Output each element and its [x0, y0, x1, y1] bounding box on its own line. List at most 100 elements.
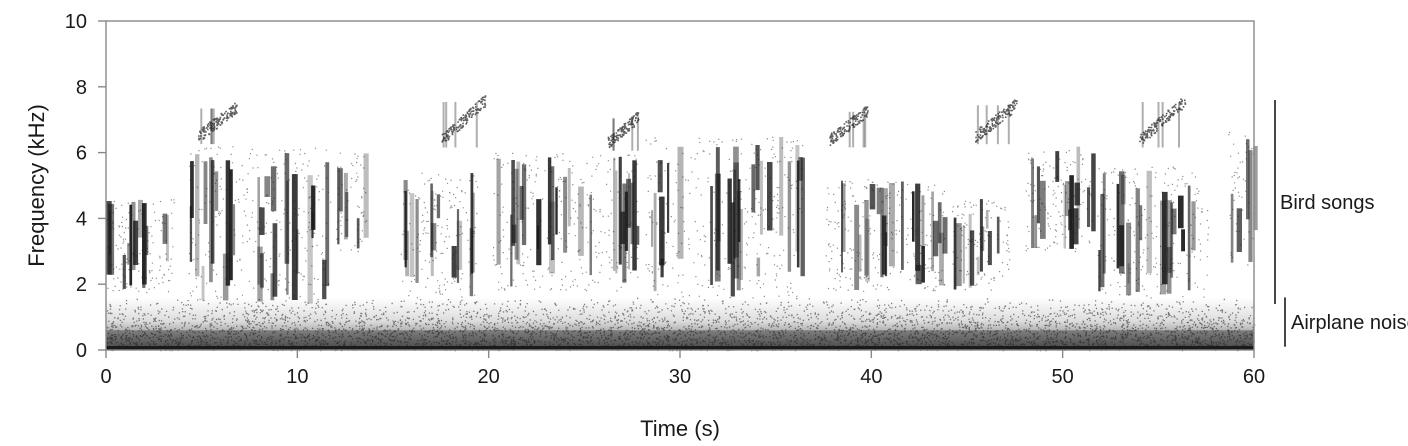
- syllable-mark: [127, 243, 130, 265]
- syllable-mark: [589, 194, 592, 276]
- syllable-mark: [626, 178, 632, 228]
- x-tick-label: 40: [860, 366, 882, 388]
- syllable-mark: [787, 161, 792, 272]
- syllable-mark: [511, 160, 515, 246]
- syllable-mark: [956, 223, 962, 287]
- song-bout: [336, 152, 369, 253]
- syllable-mark: [858, 234, 862, 272]
- syllable-mark: [510, 214, 513, 287]
- y-tick-label: 8: [76, 77, 87, 99]
- syllable-mark: [549, 201, 555, 274]
- syllable-mark: [260, 253, 264, 288]
- syllable-mark: [660, 230, 663, 252]
- syllable-mark: [1191, 201, 1196, 251]
- syllable-mark: [987, 231, 992, 266]
- song-bout: [400, 172, 479, 299]
- x-tick-label: 60: [1243, 366, 1265, 388]
- syllable-mark: [209, 157, 213, 283]
- syllable-mark: [547, 157, 552, 245]
- syllable-mark: [516, 161, 521, 265]
- x-axis-ticks: 0 10 20 30 40 50 60: [100, 350, 1265, 388]
- syllable-mark: [931, 191, 934, 272]
- syllable-mark: [876, 187, 881, 215]
- syllable-mark: [1073, 208, 1079, 245]
- annotation-label: Airplane noise: [1291, 312, 1408, 334]
- x-tick-label: 20: [478, 366, 500, 388]
- syllable-mark: [653, 192, 657, 292]
- syllable-mark: [1034, 215, 1038, 248]
- syllable-mark: [555, 187, 558, 235]
- syllable-mark: [1068, 209, 1072, 231]
- syllable-mark: [888, 183, 895, 267]
- syllable-mark: [841, 180, 843, 273]
- syllable-mark: [567, 168, 571, 227]
- syllable-mark: [1171, 208, 1177, 235]
- syllable-mark: [618, 156, 622, 265]
- syllable-mark: [912, 191, 915, 242]
- syllable-mark: [915, 183, 921, 271]
- x-tick-label: 0: [100, 366, 111, 388]
- syllable-mark: [122, 255, 126, 289]
- syllable-mark: [201, 266, 205, 301]
- syllable-mark: [129, 204, 133, 286]
- syllable-mark: [615, 170, 618, 274]
- syllable-mark: [322, 259, 327, 300]
- syllable-mark: [979, 199, 983, 272]
- syllable-mark: [710, 186, 713, 285]
- syllable-mark: [760, 160, 763, 235]
- song-bout: [952, 199, 1011, 291]
- noise-gradient: [106, 297, 1254, 350]
- song-bout: [1025, 146, 1096, 253]
- syllable-mark: [415, 199, 419, 283]
- syllable-mark: [632, 160, 637, 271]
- annotation-label: Bird songs: [1280, 192, 1375, 214]
- syllable-mark: [1178, 195, 1184, 229]
- syllable-mark: [883, 188, 888, 247]
- syllable-mark: [1253, 146, 1258, 231]
- syllable-mark: [921, 246, 925, 283]
- syllable-mark: [622, 183, 627, 283]
- syllable-mark: [264, 176, 271, 197]
- syllable-mark: [259, 207, 265, 235]
- x-tick-label: 30: [669, 366, 691, 388]
- x-tick-label: 10: [286, 366, 308, 388]
- syllable-mark: [630, 182, 634, 245]
- syllable-mark: [1181, 229, 1185, 252]
- syllable-mark: [195, 154, 200, 277]
- syllable-mark: [537, 225, 540, 249]
- syllable-mark: [660, 258, 664, 278]
- syllable-mark: [756, 257, 761, 277]
- syllable-mark: [1162, 191, 1168, 285]
- syllable-mark: [739, 208, 743, 281]
- syllable-mark: [795, 145, 800, 252]
- song-bout: [1097, 166, 1210, 299]
- syllable-mark: [436, 194, 441, 219]
- syllable-mark: [659, 196, 665, 266]
- syllable-mark: [1170, 202, 1174, 278]
- syllable-mark: [1230, 193, 1234, 263]
- syllable-mark: [869, 184, 876, 210]
- y-tick-label: 10: [65, 11, 87, 33]
- syllable-mark: [222, 253, 229, 301]
- syllable-mark: [521, 164, 527, 246]
- syllable-mark: [1236, 208, 1242, 252]
- syllable-mark: [257, 177, 260, 285]
- song-bout: [825, 179, 948, 292]
- syllable-mark: [1091, 153, 1096, 232]
- whistle-mark: [441, 95, 487, 148]
- syllable-mark: [985, 209, 989, 229]
- song-bout: [492, 152, 640, 292]
- syllable-mark: [613, 157, 616, 271]
- whistle-mark: [1139, 98, 1187, 148]
- syllable-mark: [651, 210, 654, 247]
- y-tick-label: 0: [76, 340, 87, 362]
- syllable-mark: [108, 203, 115, 275]
- syllable-mark: [1087, 187, 1091, 227]
- x-axis-title: Time (s): [640, 416, 720, 441]
- song-haze: [1025, 150, 1093, 253]
- syllable-mark: [937, 202, 942, 244]
- syllable-mark: [189, 206, 193, 262]
- y-axis-title: Frequency (kHz): [24, 104, 49, 267]
- syllable-mark: [511, 224, 517, 243]
- syllable-mark: [881, 215, 887, 275]
